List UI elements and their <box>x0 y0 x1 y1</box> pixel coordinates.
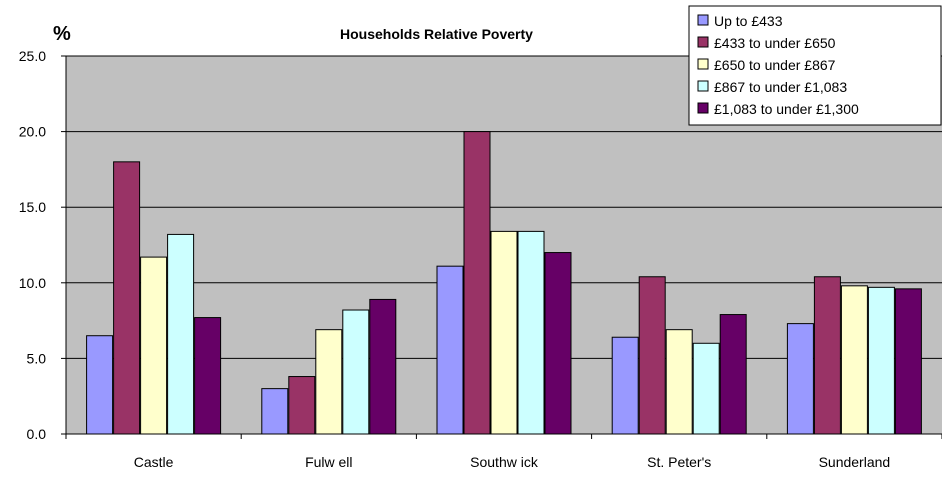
x-tick-label: Fulw ell <box>305 454 352 470</box>
bar <box>665 329 693 435</box>
y-unit-label: % <box>53 23 71 45</box>
bar <box>517 230 545 435</box>
bar <box>194 317 222 435</box>
bar <box>638 276 666 435</box>
legend-swatch <box>697 14 709 26</box>
bar <box>894 288 922 435</box>
x-tick-label: St. Peter's <box>647 454 711 470</box>
bar <box>342 309 370 435</box>
legend-swatch <box>697 36 709 48</box>
bars <box>86 131 922 435</box>
y-tick-label: 5.0 <box>27 350 47 366</box>
bar <box>261 388 289 435</box>
bar <box>813 276 841 435</box>
y-tick-label: 0.0 <box>27 426 47 442</box>
bar <box>315 329 343 435</box>
legend-swatch <box>697 102 709 114</box>
x-tick-label: Southw ick <box>470 454 539 470</box>
bar <box>140 256 168 435</box>
bar <box>692 342 720 435</box>
legend-label: £433 to under £650 <box>714 35 836 51</box>
x-tick-label: Sunderland <box>819 454 891 470</box>
legend-label: £867 to under £1,083 <box>714 79 847 95</box>
legend-label: £1,083 to under £1,300 <box>714 101 859 117</box>
bar <box>544 252 572 435</box>
bar <box>786 323 814 435</box>
x-axis-ticks: Castle Fulw ell Southw ick St. Peter's Sunde… <box>65 434 942 470</box>
bar <box>86 335 114 435</box>
x-tick-label: Castle <box>134 454 174 470</box>
y-tick-label: 15.0 <box>19 199 46 215</box>
legend-label: Up to £433 <box>714 13 783 29</box>
chart-title: Households Relative Poverty <box>340 26 533 42</box>
bar <box>369 298 397 435</box>
legend-box <box>688 5 942 126</box>
bar <box>113 161 141 435</box>
bar <box>436 265 464 435</box>
legend: Up to £433 £433 to under £650 £650 to unde… <box>688 5 942 126</box>
legend-swatch <box>697 80 709 92</box>
bar <box>611 336 639 435</box>
y-tick-label: 10.0 <box>19 275 46 291</box>
y-tick-label: 20.0 <box>19 124 46 140</box>
legend-label: £650 to under £867 <box>714 57 836 73</box>
y-axis-ticks: 0.0 5.0 10.0 15.0 20.0 25.0 <box>19 48 66 442</box>
y-tick-label: 25.0 <box>19 48 46 64</box>
bar <box>288 376 316 435</box>
bar <box>840 285 868 435</box>
bar <box>463 131 491 435</box>
legend-swatch <box>697 58 709 70</box>
bar <box>167 233 195 435</box>
bar <box>490 230 518 435</box>
bar <box>867 286 895 435</box>
bar <box>719 314 747 435</box>
